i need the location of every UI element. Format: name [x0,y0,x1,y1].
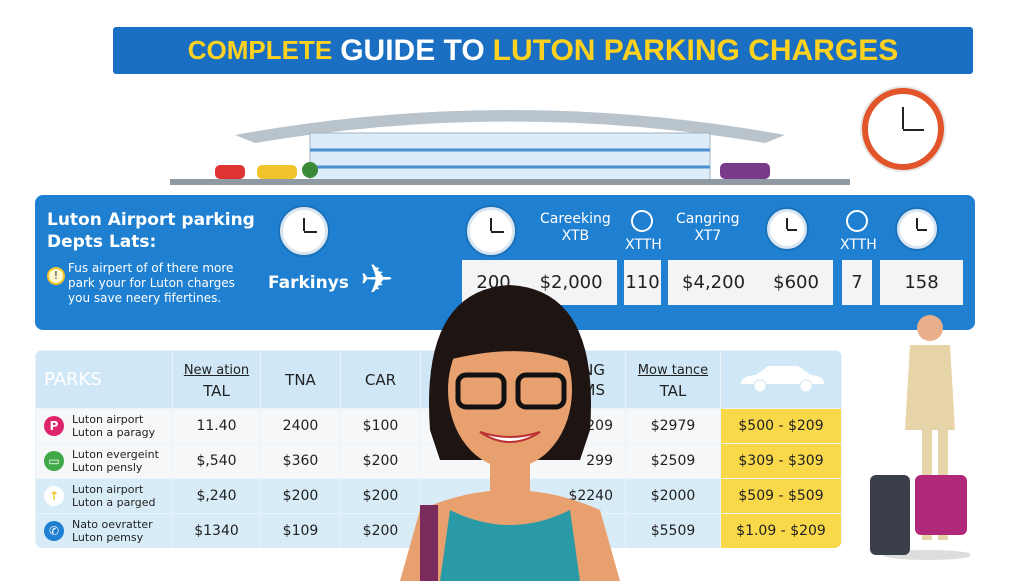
table-cell: $2979 [625,408,721,444]
table-cell: $509 - $509 [720,478,842,514]
title-part3: LUTON PARKING CHARGES [492,33,899,67]
table-cell: $360 [260,443,341,479]
table-cell: $1340 [172,513,261,548]
airplane-icon: ✈ [360,257,394,303]
table-cell: $,240 [172,478,261,514]
info-icon: ! [47,267,65,285]
value-box: 158 [880,260,963,305]
title-banner: COMPLETE GUIDE TO LUTON PARKING CHARGES [113,27,973,74]
table-cell: $500 - $209 [720,408,842,444]
header-tal: New ation TAL [172,350,261,409]
header-car: CAR [340,350,421,409]
table-cell: ✆ Nato oevratter Luton pemsy [35,513,173,548]
farkinys-label: Farkinys [268,273,349,293]
panel-title: Luton Airport parking Depts Lats: [47,210,255,252]
info-icon [846,210,868,232]
header-tna: TNA [260,350,341,409]
table-cell: 11.40 [172,408,261,444]
traveler-illustration [870,315,970,560]
value-box: 7 [842,260,872,305]
table-cell: $2000 [625,478,721,514]
info-icon [631,210,653,232]
xtth-label: XTTH [840,237,877,253]
car-icon [720,350,842,409]
panel-description: Fus airpert of of there more park your fo… [68,261,235,305]
table-cell: $200 [340,443,421,479]
woman-illustration [400,285,620,581]
cangring-label: Cangring XT7 [676,211,740,244]
table-cell: $109 [260,513,341,548]
table-cell: ↑ Luton airport Luton a parged [35,478,173,514]
table-cell: $,540 [172,443,261,479]
table-cell: $200 [260,478,341,514]
table-cell: $309 - $309 [720,443,842,479]
table-cell: 2400 [260,408,341,444]
title-part1: COMPLETE [187,35,333,65]
clock-icon [467,207,515,255]
table-cell: ▭ Luton evergeint Luton pensly [35,443,173,479]
clock-icon [767,209,807,249]
table-cell: $5509 [625,513,721,548]
parking-icon: P [44,416,64,436]
header-parks: PARKS [35,350,173,409]
table-cell: P Luton airport Luton a paragy [35,408,173,444]
value-box: 110 [624,260,661,305]
table-cell: $100 [340,408,421,444]
ticket-icon: ▭ [44,451,64,471]
careeking-label: Careeking XTB [540,211,611,244]
value-box: $4,200 $600 [668,260,833,305]
clock-icon [280,207,328,255]
table-row: ▭ Luton evergeint Luton pensly $,540 $360 $2… [35,443,842,479]
arrow-up-icon: ↑ [44,486,64,506]
airport-terminal-illustration [170,110,850,185]
phone-icon: ✆ [44,521,64,541]
clock-icon [862,88,944,170]
title-part2: GUIDE TO [340,33,485,67]
clock-icon [897,209,937,249]
table-cell: $2509 [625,443,721,479]
info-panel: Luton Airport parking Depts Lats: ! Fus a… [35,195,975,330]
table-cell: $1.09 - $209 [720,513,842,548]
xtth-label: XTTH [625,237,662,253]
header-tal2: Mow tance TAL [625,350,721,409]
table-cell: $200 [340,513,421,548]
